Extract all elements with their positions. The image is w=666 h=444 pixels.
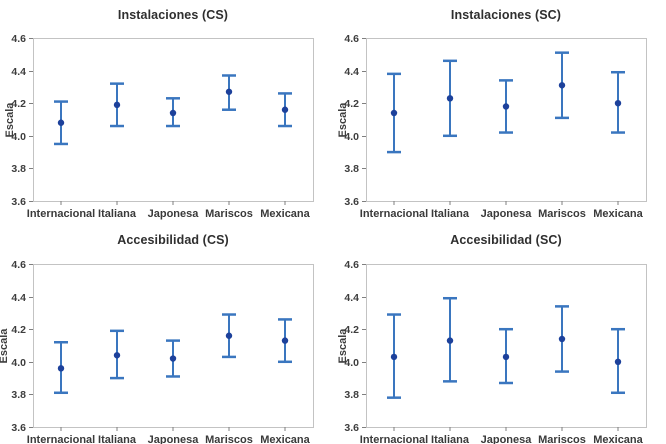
- y-tick-label: 4.6: [344, 259, 359, 271]
- mean-point: [57, 119, 65, 126]
- y-tick-label: 4.0: [11, 131, 26, 143]
- mean-point: [390, 109, 398, 117]
- y-tick-label: 3.8: [344, 389, 359, 401]
- interval-plot-instalaciones-cs: Instalaciones (CS) Escala 4.6 4.4 4.2 4.0 3.…: [0, 0, 333, 222]
- y-tick-label: 3.8: [344, 163, 359, 175]
- interval-bar: [611, 70, 625, 134]
- y-tick-label: 4.2: [344, 324, 359, 336]
- y-tick-label: 4.2: [344, 98, 359, 110]
- x-category-label: Italiana: [431, 434, 470, 444]
- interval-bar: [443, 296, 457, 383]
- y-tick-label: 3.6: [11, 422, 26, 434]
- mean-point: [446, 95, 454, 102]
- chart-title: Accesibilidad (SC): [450, 233, 562, 247]
- x-category-label: Mariscos: [538, 434, 586, 444]
- chart-title: Accesibilidad (CS): [117, 233, 229, 247]
- y-tick-label: 3.6: [344, 422, 359, 434]
- mean-point: [281, 106, 289, 113]
- x-category-label: Mexicana: [593, 208, 643, 220]
- interval-bar: [54, 100, 68, 146]
- x-category-label: Japonesa: [148, 434, 200, 444]
- y-tick-label: 3.8: [11, 389, 26, 401]
- y-tick-label: 4.2: [11, 98, 26, 110]
- mean-point: [614, 100, 622, 107]
- interval-bar: [278, 92, 292, 128]
- x-category-label: Japonesa: [481, 208, 533, 220]
- y-tick-label: 4.6: [344, 33, 359, 45]
- x-category-label: Italiana: [431, 208, 470, 220]
- x-category-label: Mariscos: [538, 208, 586, 220]
- interval-bar: [110, 82, 124, 128]
- y-tick-label: 4.4: [344, 66, 359, 78]
- mean-point: [225, 332, 233, 339]
- y-tick-label: 4.2: [11, 324, 26, 336]
- mean-point: [558, 335, 566, 343]
- mean-point: [57, 365, 65, 372]
- y-tick-label: 4.6: [11, 33, 26, 45]
- mean-point: [169, 355, 177, 362]
- interval-bar: [443, 59, 457, 138]
- y-tick-label: 4.4: [11, 66, 26, 78]
- chart-title: Instalaciones (CS): [117, 8, 229, 22]
- mean-point: [502, 353, 510, 361]
- x-category-label: Internacional: [27, 208, 95, 220]
- interval-bar: [499, 327, 513, 385]
- mean-point: [390, 353, 398, 361]
- y-tick-label: 3.6: [11, 196, 26, 208]
- x-category-label: Internacional: [360, 208, 428, 220]
- mean-point: [113, 352, 121, 359]
- interval-plot-accesibilidad-sc: Accesibilidad (SC) Escala 4.6 4.4 4.2 4.0 3.…: [333, 222, 666, 444]
- x-category-label: Mariscos: [205, 434, 253, 444]
- mean-point: [614, 358, 622, 365]
- chart-title: Instalaciones (SC): [450, 8, 562, 22]
- y-tick-label: 4.0: [344, 357, 359, 369]
- x-category-label: Japonesa: [481, 434, 533, 444]
- y-tick-label: 4.6: [11, 259, 26, 271]
- interval-bar: [54, 340, 68, 395]
- mean-point: [169, 109, 177, 117]
- interval-plot-instalaciones-sc: Instalaciones (SC) Escala 4.6 4.4 4.2 4.0 3.…: [333, 0, 666, 222]
- interval-bar: [387, 72, 401, 154]
- x-category-label: Italiana: [98, 434, 137, 444]
- y-tick-label: 4.0: [11, 357, 26, 369]
- interval-bar: [611, 327, 625, 395]
- interval-plot-accesibilidad-cs: Accesibilidad (CS) Escala 4.6 4.4 4.2 4.0 3.…: [0, 222, 333, 444]
- y-tick-label: 4.0: [344, 131, 359, 143]
- mean-point: [225, 88, 233, 95]
- x-category-label: Mexicana: [260, 434, 310, 444]
- interval-bar: [166, 339, 180, 378]
- interval-bar: [278, 318, 292, 364]
- interval-bar: [555, 305, 569, 373]
- interval-bar: [110, 329, 124, 380]
- mean-point: [113, 101, 121, 109]
- y-tick-label: 3.6: [344, 196, 359, 208]
- mean-point: [558, 82, 566, 89]
- x-category-label: Mexicana: [260, 208, 310, 220]
- mean-point: [502, 103, 510, 110]
- x-category-label: Internacional: [27, 434, 95, 444]
- x-category-label: Japonesa: [148, 208, 200, 220]
- y-tick-label: 4.4: [11, 292, 26, 304]
- interval-bar: [222, 313, 236, 359]
- interval-bar: [555, 51, 569, 120]
- mean-point: [446, 337, 454, 344]
- y-tick-label: 4.4: [344, 292, 359, 304]
- x-category-label: Mariscos: [205, 208, 253, 220]
- interval-bar: [499, 79, 513, 134]
- x-category-label: Internacional: [360, 434, 428, 444]
- x-category-label: Mexicana: [593, 434, 643, 444]
- interval-bar: [387, 313, 401, 399]
- y-tick-label: 3.8: [11, 163, 26, 175]
- x-category-label: Italiana: [98, 208, 137, 220]
- mean-point: [281, 337, 289, 344]
- interval-bar: [222, 74, 236, 111]
- interval-bar: [166, 97, 180, 128]
